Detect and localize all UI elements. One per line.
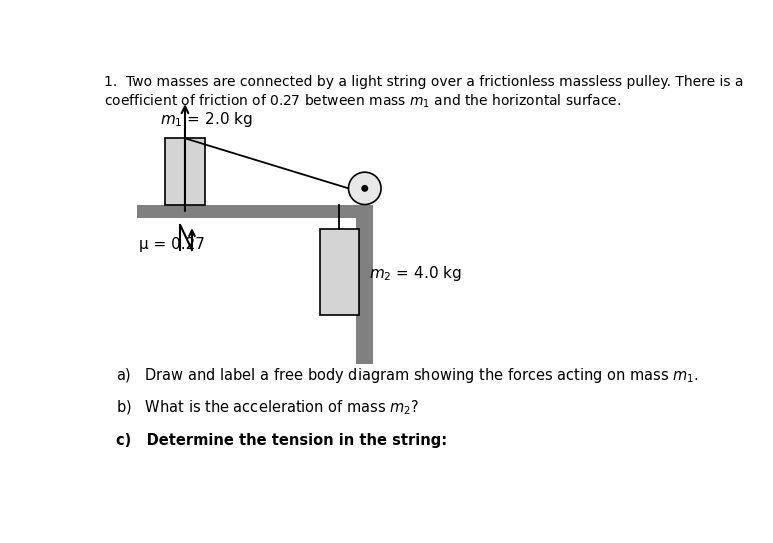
Text: μ = 0.27: μ = 0.27 [139, 237, 205, 252]
Circle shape [349, 172, 381, 205]
Text: b)   What is the acceleration of mass $m_2$?: b) What is the acceleration of mass $m_2… [116, 399, 420, 417]
Bar [137, 205, 372, 218]
Text: $m_1$ = 2.0 kg: $m_1$ = 2.0 kg [160, 110, 253, 129]
Text: 1.  Two masses are connected by a light string over a frictionless massless pull: 1. Two masses are connected by a light s… [104, 75, 744, 89]
Circle shape [361, 185, 368, 192]
Bar [165, 138, 205, 205]
Text: $m_2$ = 4.0 kg: $m_2$ = 4.0 kg [369, 264, 462, 283]
Text: coefficient of friction of 0.27 between mass $m_1$ and the horizontal surface.: coefficient of friction of 0.27 between … [104, 92, 621, 110]
Bar [356, 205, 373, 364]
Text: a)   Draw and label a free body diagram showing the forces acting on mass $m_1$.: a) Draw and label a free body diagram sh… [116, 366, 699, 385]
Text: c)   Determine the tension in the string:: c) Determine the tension in the string: [116, 433, 447, 448]
Bar [320, 229, 359, 315]
